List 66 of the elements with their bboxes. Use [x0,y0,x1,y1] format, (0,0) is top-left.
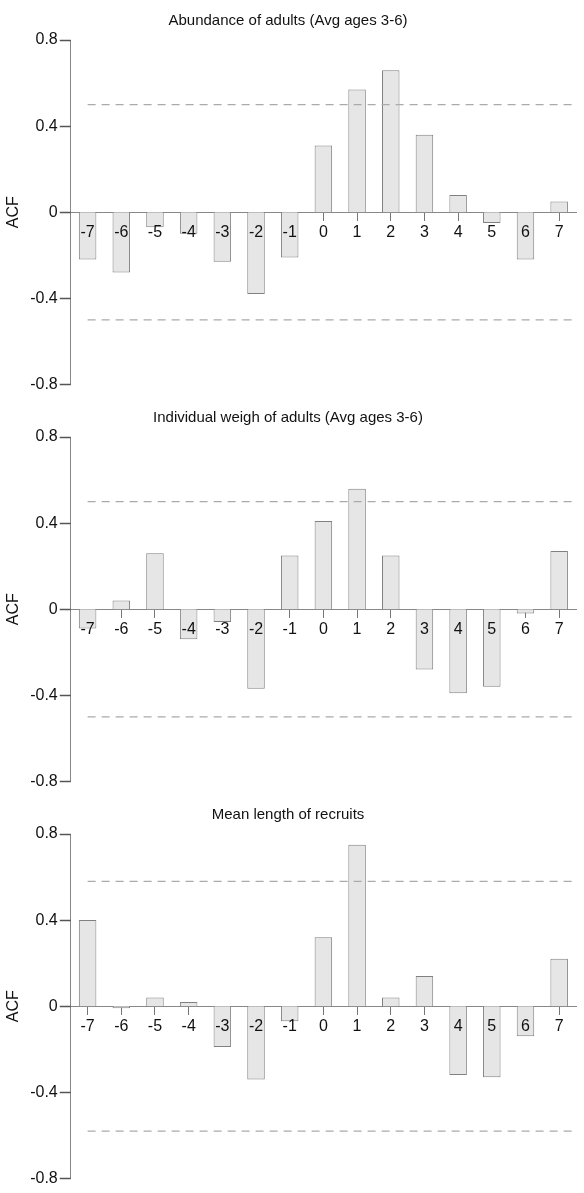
x-tick-label: 7 [554,222,564,240]
x-tick-label: -4 [181,619,196,637]
y-axis-title: ACF [4,195,22,229]
x-tick-label: -4 [181,222,196,240]
y-tick-label: -0.8 [30,1168,58,1186]
x-tick-label: 0 [318,619,328,637]
x-tick-label: -2 [248,222,264,240]
x-tick-label: -2 [248,1016,264,1034]
x-tick-label: -1 [282,222,297,240]
y-axis-title: ACF [4,592,22,626]
x-tick-label: 3 [419,619,429,637]
x-tick-label: -3 [215,1016,230,1034]
x-tick-label: 4 [453,222,463,240]
y-tick-label: 0.4 [35,910,58,928]
y-tick-label: 0.8 [35,30,58,48]
y-tick-label: 0 [48,599,58,617]
x-tick-label: 3 [419,222,429,240]
x-tick-label: 0 [318,1016,328,1034]
x-tick-label: 7 [554,1016,564,1034]
y-tick-label: 0 [48,996,58,1014]
chart-title: Mean length of recruits [211,805,365,823]
x-tick-label: -6 [114,1016,129,1034]
x-tick-label: -7 [80,619,95,637]
x-tick-label: 5 [487,1016,497,1034]
y-tick-label: 0.8 [35,824,58,842]
x-tick-label: 5 [487,222,497,240]
x-tick-label: -7 [80,1016,95,1034]
y-tick-label: -0.4 [30,1082,58,1100]
y-tick-label: 0.4 [35,513,58,531]
x-tick-label: 6 [521,222,531,240]
y-tick-label: -0.8 [30,374,58,392]
x-tick-label: -1 [282,1016,297,1034]
x-tick-label: 2 [386,222,396,240]
x-tick-label: 7 [554,619,564,637]
x-tick-label: 1 [352,222,362,240]
y-tick-label: -0.4 [30,288,58,306]
x-tick-label: 4 [453,619,463,637]
x-tick-label: -1 [282,619,297,637]
x-tick-label: 0 [318,222,328,240]
x-tick-label: -5 [147,1016,163,1034]
y-tick-label: -0.4 [30,685,58,703]
x-tick-label: 2 [386,619,396,637]
chart-title: Abundance of adults (Avg ages 3-6) [168,11,408,29]
x-tick-label: -5 [147,222,163,240]
x-tick-label: 4 [453,1016,463,1034]
x-tick-label: 3 [419,1016,429,1034]
x-tick-label: -2 [248,619,264,637]
y-tick-label: -0.8 [30,771,58,789]
x-tick-label: 2 [386,1016,396,1034]
y-tick-label: 0.4 [35,116,58,134]
x-tick-label: 1 [352,1016,362,1034]
x-tick-label: 6 [521,1016,531,1034]
y-axis-title: ACF [4,989,22,1023]
x-tick-label: 5 [487,619,497,637]
x-tick-label: 1 [352,619,362,637]
x-tick-label: -6 [114,222,129,240]
x-tick-label: -3 [215,619,230,637]
x-tick-label: -3 [215,222,230,240]
chart-title: Individual weigh of adults (Avg ages 3-6) [153,408,423,426]
y-tick-label: 0 [48,202,58,220]
x-tick-label: -5 [147,619,163,637]
x-tick-label: 6 [521,619,531,637]
x-tick-label: -6 [114,619,129,637]
x-tick-label: -7 [80,222,95,240]
y-tick-label: 0.8 [35,427,58,445]
x-tick-label: -4 [181,1016,196,1034]
